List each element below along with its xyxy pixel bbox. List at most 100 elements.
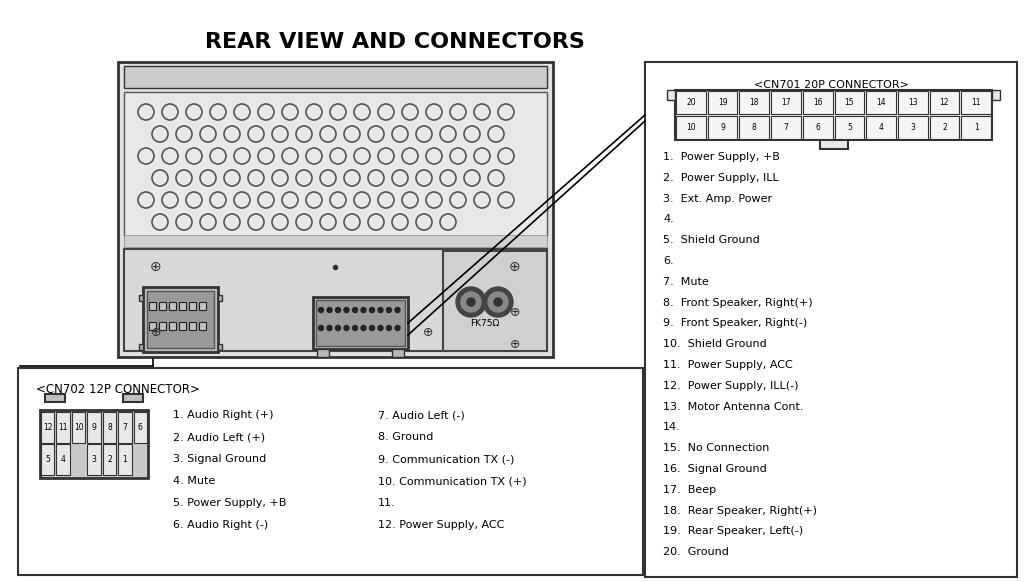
Bar — [118, 412, 131, 443]
Bar — [676, 91, 706, 114]
Text: 7.  Mute: 7. Mute — [663, 277, 709, 287]
Text: 17.  Beep: 17. Beep — [663, 485, 716, 495]
Bar — [72, 412, 85, 443]
Bar — [169, 302, 176, 310]
Bar — [218, 295, 222, 301]
Circle shape — [344, 307, 349, 313]
Circle shape — [386, 325, 391, 331]
Bar — [124, 92, 547, 237]
Bar — [56, 412, 70, 443]
Text: 2: 2 — [108, 455, 112, 464]
Text: 3: 3 — [91, 455, 96, 464]
Bar — [123, 394, 143, 402]
Text: 20: 20 — [686, 98, 695, 107]
Text: 6. Audio Right (-): 6. Audio Right (-) — [173, 520, 268, 530]
Circle shape — [361, 307, 366, 313]
Text: 12.  Power Supply, ILL(-): 12. Power Supply, ILL(-) — [663, 381, 799, 391]
Bar — [143, 287, 218, 352]
Text: 1: 1 — [123, 455, 127, 464]
Text: 2: 2 — [942, 123, 947, 132]
Bar — [189, 302, 196, 310]
Bar — [159, 302, 166, 310]
Bar — [18, 368, 643, 575]
Bar — [169, 322, 176, 330]
Text: 9. Communication TX (-): 9. Communication TX (-) — [378, 454, 514, 464]
Bar — [179, 302, 186, 310]
Circle shape — [494, 298, 502, 306]
Text: ⊕: ⊕ — [509, 260, 521, 274]
Text: 3. Signal Ground: 3. Signal Ground — [173, 454, 266, 464]
Bar — [41, 412, 54, 443]
Text: 10.  Shield Ground: 10. Shield Ground — [663, 339, 767, 349]
Circle shape — [378, 307, 383, 313]
Bar — [667, 90, 675, 100]
Text: 7: 7 — [783, 123, 788, 132]
Text: 10. Communication TX (+): 10. Communication TX (+) — [378, 476, 526, 486]
Text: ⊕: ⊕ — [510, 306, 520, 318]
Text: 11: 11 — [58, 423, 68, 432]
Circle shape — [361, 325, 366, 331]
Bar — [87, 412, 100, 443]
Text: 11: 11 — [972, 98, 981, 107]
Bar — [159, 322, 166, 330]
Text: 3.  Ext. Amp. Power: 3. Ext. Amp. Power — [663, 194, 772, 204]
Bar — [102, 444, 116, 475]
Bar — [676, 116, 706, 139]
Text: 14: 14 — [877, 98, 886, 107]
Bar — [866, 116, 896, 139]
Text: 12. Power Supply, ACC: 12. Power Supply, ACC — [378, 520, 505, 530]
Circle shape — [336, 307, 341, 313]
Text: 19.  Rear Speaker, Left(-): 19. Rear Speaker, Left(-) — [663, 526, 803, 537]
Bar — [392, 349, 404, 357]
Bar — [771, 116, 801, 139]
Circle shape — [370, 307, 375, 313]
Text: 6: 6 — [815, 123, 820, 132]
Text: 5. Power Supply, +B: 5. Power Supply, +B — [173, 498, 287, 508]
Bar — [139, 344, 143, 350]
Text: 16.  Signal Ground: 16. Signal Ground — [663, 464, 767, 474]
Text: FK75Ω: FK75Ω — [470, 320, 500, 328]
Text: 9: 9 — [720, 123, 725, 132]
Circle shape — [370, 325, 375, 331]
Text: 1: 1 — [974, 123, 979, 132]
Bar — [930, 91, 959, 114]
Bar — [771, 91, 801, 114]
Text: 5.  Shield Ground: 5. Shield Ground — [663, 235, 760, 245]
Text: REAR VIEW AND CONNECTORS: REAR VIEW AND CONNECTORS — [205, 32, 585, 52]
Bar — [835, 116, 864, 139]
Bar — [139, 295, 143, 301]
Text: 13: 13 — [908, 98, 918, 107]
Bar — [124, 249, 547, 351]
Bar — [147, 291, 214, 348]
Text: 18: 18 — [750, 98, 759, 107]
Bar — [133, 412, 147, 443]
Bar — [87, 444, 100, 475]
Text: 15.  No Connection: 15. No Connection — [663, 443, 769, 453]
Bar — [102, 412, 116, 443]
Circle shape — [352, 325, 357, 331]
Circle shape — [395, 325, 400, 331]
Circle shape — [488, 292, 508, 312]
Text: 12: 12 — [940, 98, 949, 107]
Text: 1. Audio Right (+): 1. Audio Right (+) — [173, 410, 273, 420]
Bar — [316, 300, 406, 346]
Bar — [675, 90, 992, 140]
Bar — [443, 251, 547, 351]
Circle shape — [327, 325, 332, 331]
Text: <CN702 12P CONNECTOR>: <CN702 12P CONNECTOR> — [36, 383, 200, 396]
Text: 1.  Power Supply, +B: 1. Power Supply, +B — [663, 152, 780, 162]
Circle shape — [386, 307, 391, 313]
Text: 8. Ground: 8. Ground — [378, 432, 433, 442]
Bar — [803, 116, 833, 139]
Text: <CN701 20P CONNECTOR>: <CN701 20P CONNECTOR> — [754, 80, 908, 90]
Circle shape — [467, 298, 475, 306]
Text: 11.  Power Supply, ACC: 11. Power Supply, ACC — [663, 360, 793, 370]
Bar — [56, 444, 70, 475]
Bar — [118, 444, 131, 475]
Text: 15: 15 — [845, 98, 854, 107]
Text: ⊕: ⊕ — [423, 325, 433, 339]
Circle shape — [327, 307, 332, 313]
Circle shape — [318, 325, 324, 331]
Bar — [866, 91, 896, 114]
Text: 7: 7 — [123, 423, 127, 432]
